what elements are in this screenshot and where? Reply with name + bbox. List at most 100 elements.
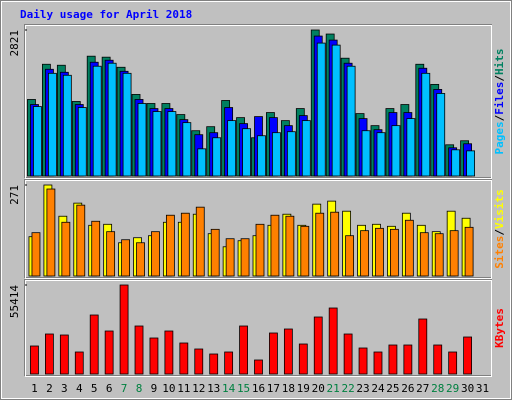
bar [270, 214, 280, 277]
bar [373, 351, 383, 375]
legend-entry: KBytes [493, 308, 506, 348]
x-tick-label: 14 [222, 382, 236, 395]
bar [466, 150, 475, 177]
x-tick-label: 21 [327, 382, 340, 395]
bar [464, 226, 474, 277]
bar [137, 103, 147, 177]
bar [149, 337, 159, 375]
bar [269, 332, 278, 375]
bar [62, 74, 72, 177]
bar [167, 111, 177, 177]
bar [298, 343, 308, 375]
legend-separator: / [493, 229, 506, 236]
bar [106, 231, 116, 277]
legend: Sites/Visits [493, 189, 506, 269]
bar [403, 344, 413, 375]
bar [91, 220, 101, 277]
bar [360, 230, 369, 277]
legend-separator: / [493, 114, 506, 121]
x-tick-label: 27 [416, 382, 429, 395]
bar [388, 344, 398, 375]
bar [421, 72, 431, 177]
bar [316, 42, 326, 177]
bar [286, 131, 296, 177]
bar [180, 212, 190, 277]
bar [451, 149, 461, 177]
bar [107, 62, 117, 177]
bar [61, 221, 71, 277]
bar [89, 314, 99, 375]
legend-separator: / [493, 75, 506, 82]
x-tick-label: 5 [91, 382, 98, 395]
y-tick-label: 2821 [8, 30, 21, 57]
x-tick-label: 25 [386, 382, 399, 395]
x-tick-label: 24 [371, 382, 385, 395]
bar [164, 330, 174, 375]
x-tick-label: 30 [461, 382, 474, 395]
bar [92, 65, 102, 177]
bar [182, 122, 192, 177]
legend-entry: Hits [493, 49, 506, 76]
bar [48, 72, 57, 177]
x-tick-label: 20 [312, 382, 325, 395]
bar [463, 336, 472, 375]
bar [210, 228, 220, 277]
legend: Pages/Files/Hits [493, 49, 506, 155]
bar [330, 211, 340, 277]
y-tick-label: 271 [8, 185, 21, 205]
bar [239, 325, 248, 375]
x-tick-label: 2 [46, 382, 53, 395]
bar [194, 348, 204, 375]
bar [419, 232, 429, 277]
bar [121, 239, 130, 277]
x-tick-label: 19 [297, 382, 310, 395]
bar [152, 111, 162, 177]
bar [242, 128, 251, 177]
bar [136, 242, 145, 277]
bar [390, 228, 399, 277]
bar [343, 333, 353, 375]
bar [257, 135, 266, 177]
chart-title: Daily usage for April 2018 [20, 8, 192, 21]
bar [448, 351, 458, 375]
x-tick-label: 4 [76, 382, 83, 395]
x-tick-label: 29 [446, 382, 459, 395]
x-tick-label: 12 [192, 382, 205, 395]
bar [301, 120, 311, 177]
bar [434, 233, 444, 277]
x-tick-label: 17 [267, 382, 280, 395]
bar [406, 118, 416, 177]
bar [313, 316, 323, 375]
bar [328, 307, 338, 375]
bar [300, 225, 310, 277]
bar [331, 44, 341, 177]
bar [209, 353, 219, 375]
bar [418, 318, 428, 375]
x-tick-label: 23 [356, 382, 369, 395]
x-tick-label: 28 [431, 382, 444, 395]
panel-light [25, 180, 492, 279]
x-tick-label: 8 [136, 382, 143, 395]
bar [255, 223, 265, 277]
x-tick-label: 7 [121, 382, 128, 395]
bar [254, 359, 263, 375]
x-tick-label: 10 [162, 382, 175, 395]
bar [33, 106, 42, 177]
bar [285, 215, 295, 277]
legend-entry: Pages [493, 121, 506, 154]
bar [404, 219, 414, 277]
bar [240, 238, 250, 277]
bar [272, 132, 281, 177]
x-tick-label: 16 [252, 382, 265, 395]
x-tick-label: 13 [207, 382, 220, 395]
bar [77, 107, 87, 177]
bar [134, 325, 144, 375]
bar [449, 230, 459, 277]
bar [151, 231, 160, 277]
x-tick-label: 6 [106, 382, 113, 395]
bar [376, 132, 386, 177]
legend-entry: Sites [493, 236, 506, 269]
x-tick-label: 3 [61, 382, 68, 395]
